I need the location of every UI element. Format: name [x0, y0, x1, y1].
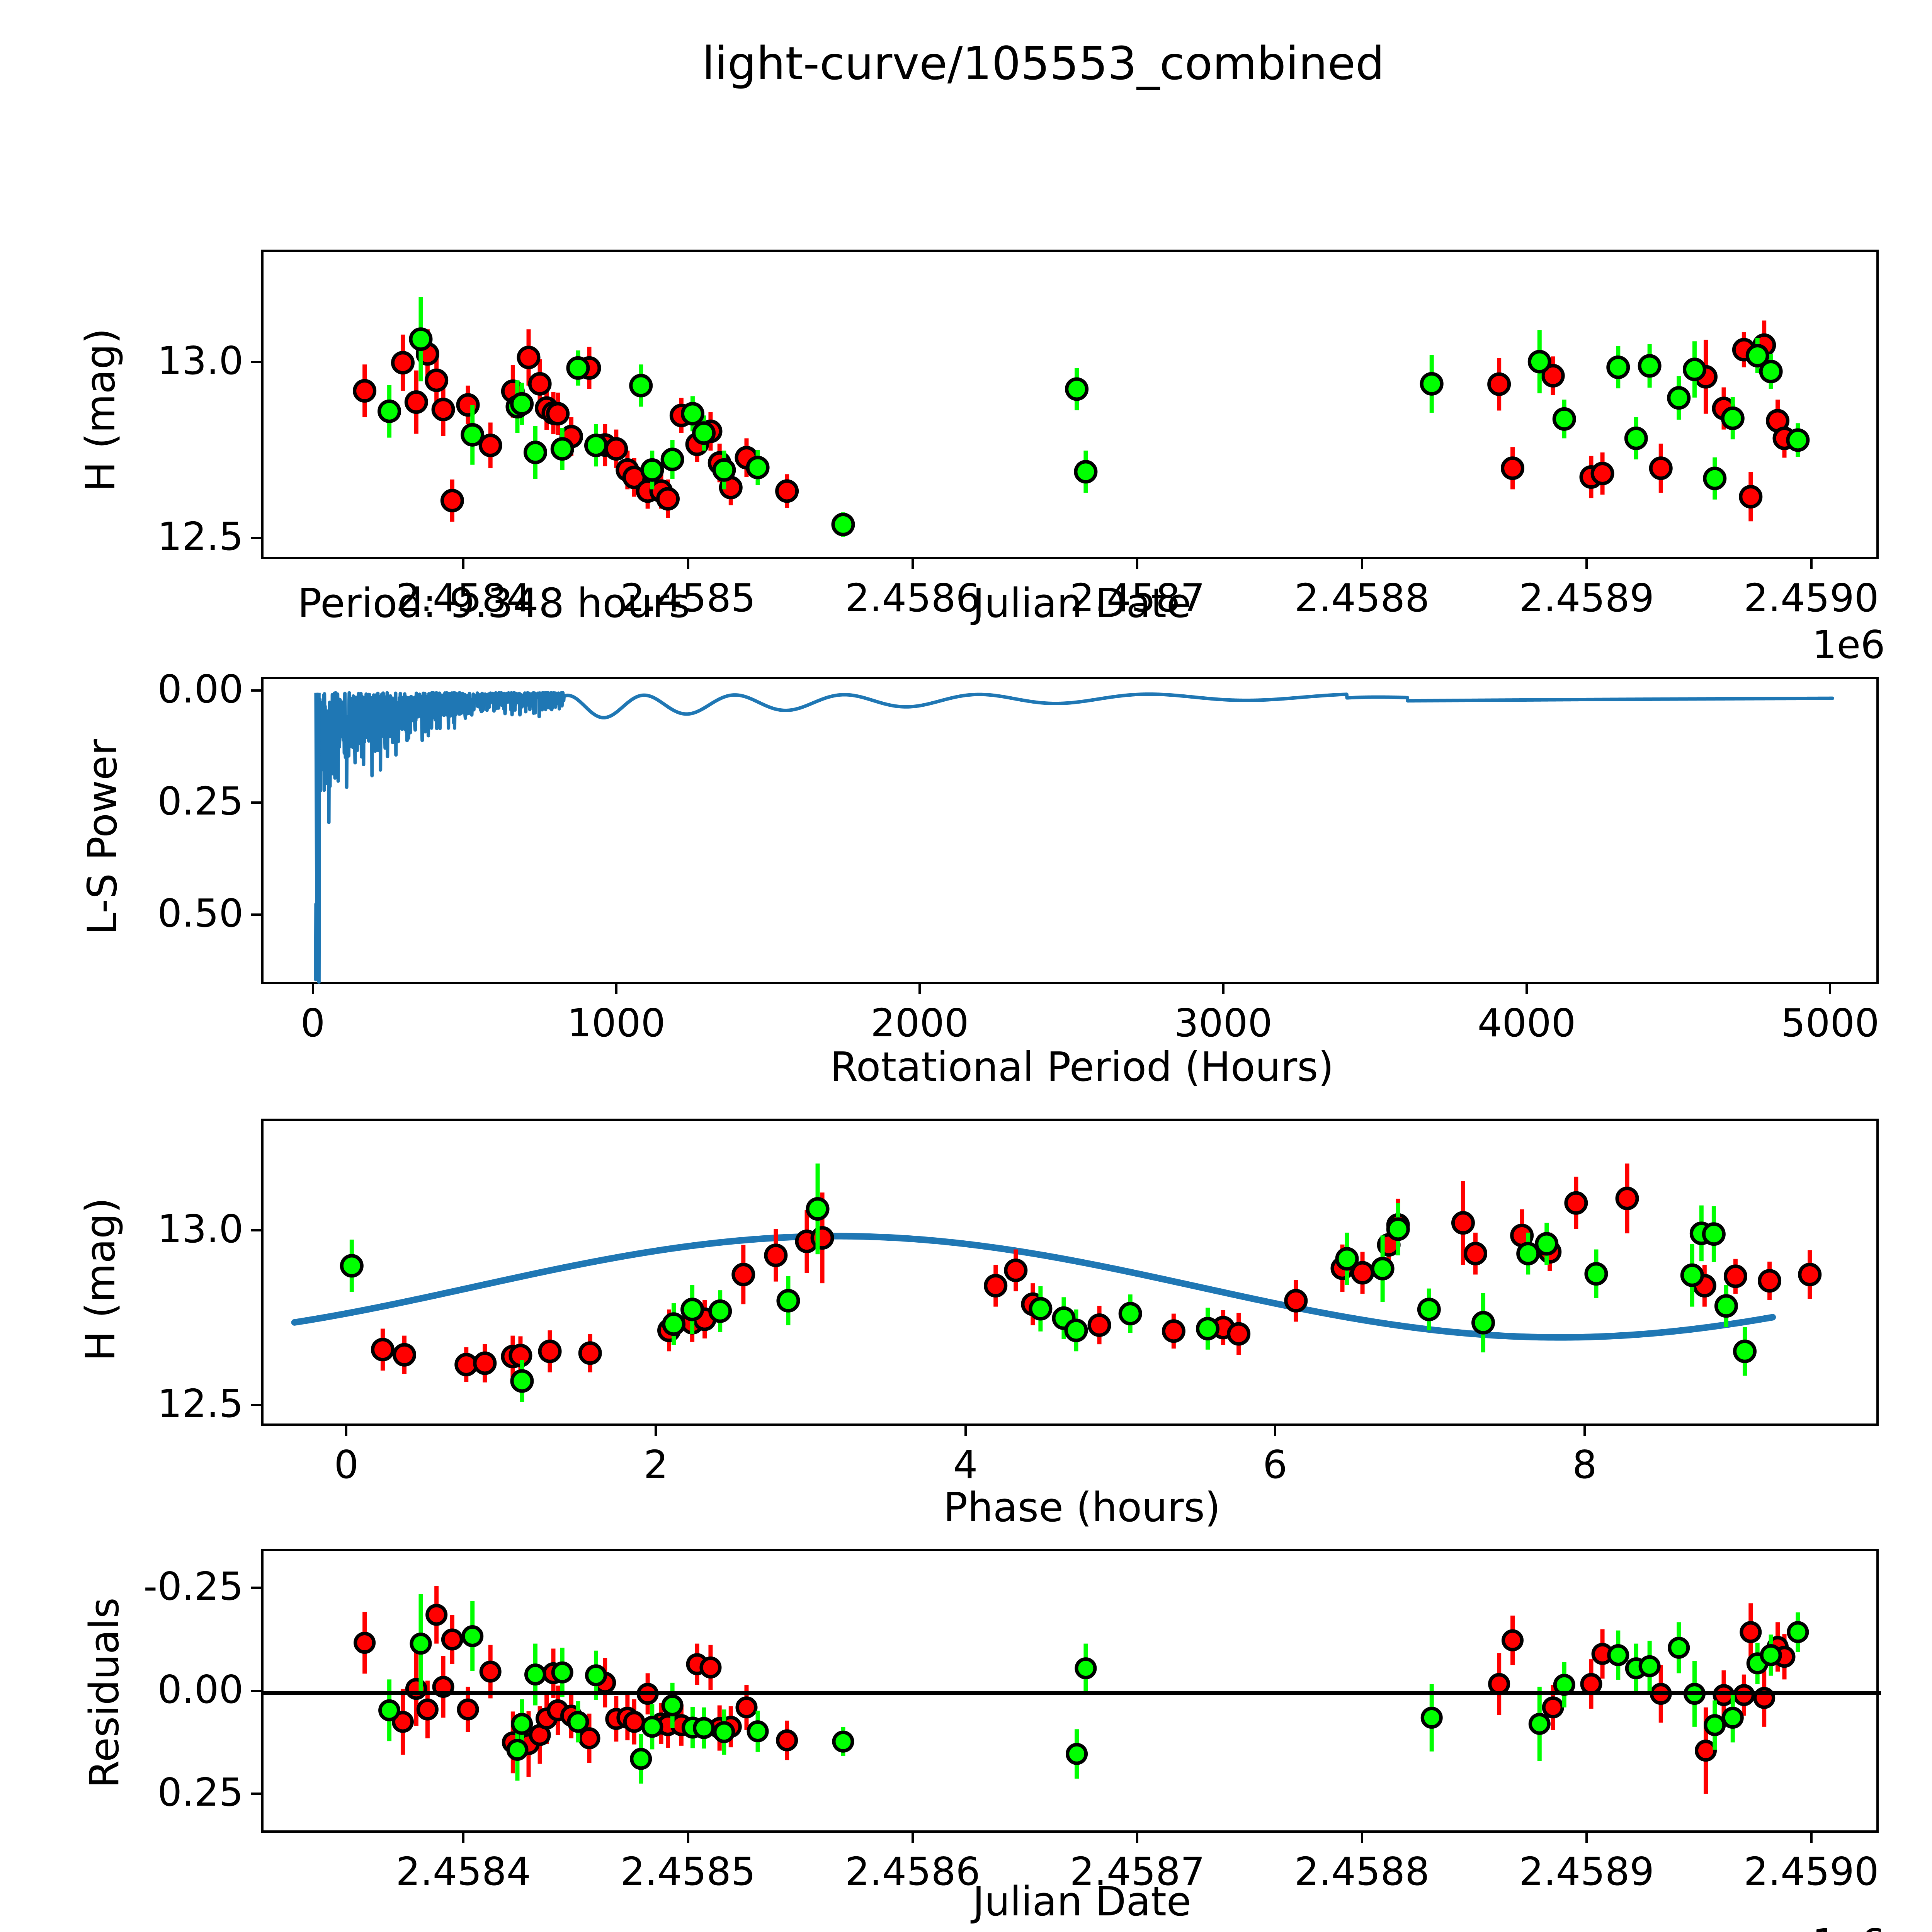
xtick-mark — [1525, 984, 1528, 994]
xtick-mark — [1136, 1833, 1139, 1843]
periodogram-peak — [314, 692, 321, 968]
xtick-label: 2.4585 — [620, 1849, 756, 1894]
xtick-label: 0 — [334, 1442, 359, 1487]
ytick-mark — [251, 1229, 261, 1232]
panel4-offset-label: 1e6 — [1812, 1920, 1885, 1932]
xtick-label: 2.4588 — [1294, 575, 1430, 621]
xtick-mark — [964, 1426, 967, 1436]
ytick-label: 12.5 — [157, 514, 243, 560]
ytick-mark — [251, 1792, 261, 1795]
xtick-label: 2.4587 — [1070, 1849, 1205, 1894]
ytick-mark — [251, 1403, 261, 1406]
ytick-mark — [251, 1587, 261, 1589]
panel1-ylabel: H (mag) — [77, 328, 124, 492]
xtick-label: 2.4584 — [396, 575, 531, 621]
xtick-mark — [912, 1833, 914, 1843]
xtick-label: 2.4589 — [1519, 1849, 1655, 1894]
panel2-ylabel: L-S Power — [79, 739, 126, 935]
series-red — [353, 320, 1796, 522]
xtick-label: 5000 — [1781, 1000, 1879, 1046]
xtick-mark — [1361, 559, 1363, 569]
xtick-mark — [1136, 559, 1139, 569]
xtick-label: 6 — [1262, 1442, 1287, 1487]
xtick-mark — [311, 984, 314, 994]
xtick-label: 8 — [1572, 1442, 1597, 1487]
xtick-mark — [687, 559, 689, 569]
panel2-xlabel: Rotational Period (Hours) — [830, 1043, 1334, 1090]
ytick-label: 12.5 — [157, 1381, 243, 1426]
panel-periodogram — [261, 677, 1879, 984]
panel1-xlabel: Julian Date — [973, 580, 1191, 627]
ytick-mark — [251, 801, 261, 804]
xtick-label: 2.4588 — [1294, 1849, 1430, 1894]
panel-lightcurve — [261, 250, 1879, 559]
xtick-label: 2.4589 — [1519, 575, 1655, 621]
xtick-mark — [1222, 984, 1225, 994]
xtick-mark — [918, 984, 921, 994]
xtick-label: 3000 — [1174, 1000, 1272, 1046]
ytick-label: -0.25 — [143, 1564, 243, 1609]
xtick-mark — [462, 1833, 465, 1843]
xtick-mark — [615, 984, 617, 994]
ytick-label: 13.0 — [157, 338, 243, 384]
ytick-label: 0.50 — [157, 891, 243, 936]
ytick-mark — [251, 537, 261, 539]
period-annotation: Period: 9.348 hours — [298, 580, 690, 627]
xtick-label: 2.4586 — [845, 1849, 980, 1894]
xtick-label: 1000 — [567, 1000, 666, 1046]
xtick-label: 2.4586 — [845, 575, 980, 621]
xtick-mark — [1810, 559, 1813, 569]
ytick-label: 0.25 — [157, 1769, 243, 1815]
ytick-mark — [251, 913, 261, 916]
xtick-mark — [1585, 559, 1588, 569]
xtick-mark — [462, 559, 465, 569]
xtick-label: 0 — [300, 1000, 325, 1046]
panel-residuals — [261, 1549, 1881, 1833]
page-title: light-curve/105553_combined — [702, 37, 1384, 90]
xtick-mark — [1361, 1833, 1363, 1843]
series-green — [340, 1163, 1757, 1402]
panel3-ylabel: H (mag) — [77, 1197, 124, 1361]
ytick-label: 13.0 — [157, 1206, 243, 1252]
xtick-mark — [1583, 1426, 1586, 1436]
panel-phasefold — [261, 1119, 1879, 1426]
xtick-mark — [1829, 984, 1832, 994]
xtick-mark — [1274, 1426, 1276, 1436]
ytick-mark — [251, 689, 261, 692]
ytick-mark — [251, 1689, 261, 1692]
xtick-label: 2000 — [870, 1000, 969, 1046]
xtick-mark — [345, 1426, 348, 1436]
xtick-mark — [912, 559, 914, 569]
xtick-label: 4 — [953, 1442, 978, 1487]
panel1-offset-label: 1e6 — [1812, 622, 1885, 667]
xtick-label: 4000 — [1477, 1000, 1576, 1046]
ytick-mark — [251, 361, 261, 364]
series-green — [378, 297, 1810, 537]
xtick-mark — [687, 1833, 689, 1843]
ytick-label: 0.00 — [157, 1667, 243, 1712]
xtick-mark — [1810, 1833, 1813, 1843]
xtick-label: 2 — [643, 1442, 668, 1487]
sine-fit-line — [291, 1233, 1776, 1341]
ytick-label: 0.00 — [157, 666, 243, 712]
xtick-label: 2.4590 — [1743, 1849, 1879, 1894]
xtick-mark — [655, 1426, 657, 1436]
panel3-xlabel: Phase (hours) — [943, 1484, 1221, 1531]
periodogram-line — [314, 691, 1834, 984]
ytick-label: 0.25 — [157, 778, 243, 824]
xtick-label: 2.4587 — [1070, 575, 1205, 621]
xtick-mark — [1585, 1833, 1588, 1843]
xtick-label: 2.4584 — [396, 1849, 531, 1894]
panel4-xlabel: Julian Date — [973, 1878, 1191, 1925]
xtick-label: 2.4585 — [620, 575, 756, 621]
xtick-label: 2.4590 — [1743, 575, 1879, 621]
